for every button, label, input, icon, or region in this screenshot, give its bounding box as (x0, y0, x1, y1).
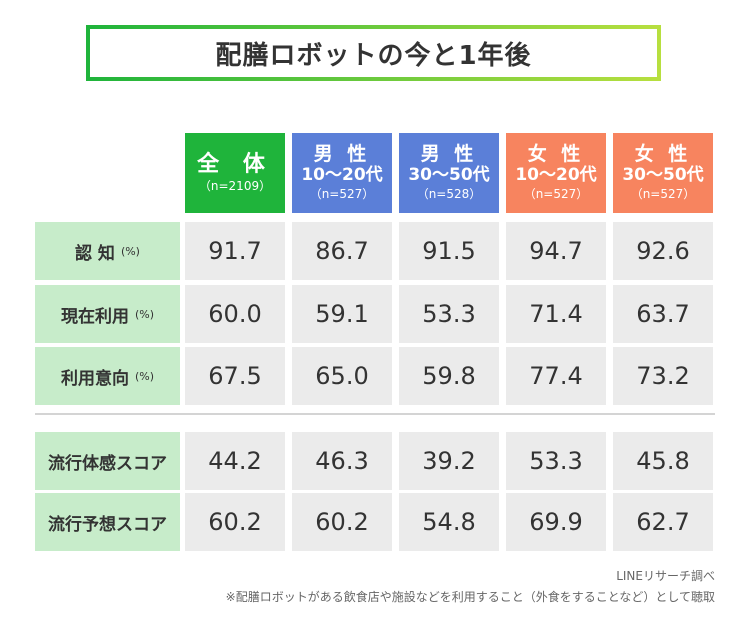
row-label-0: 認 知 (%) (35, 222, 180, 280)
column-header-age: 30〜50代 (622, 165, 704, 186)
value-cell-r1-c2: 53.3 (399, 285, 499, 343)
column-header-3: 女 性 10〜20代 （n=527） (506, 133, 606, 213)
column-header-sample-size: （n=527） (630, 186, 696, 201)
column-header-1: 男 性 10〜20代 （n=527） (292, 133, 392, 213)
column-header-sample-size: （n=527） (523, 186, 589, 201)
row-label-3: 流行体感スコア (35, 432, 180, 490)
value-cell-r3-c1: 46.3 (292, 432, 392, 490)
value-cell-r0-c2: 91.5 (399, 222, 499, 280)
value-cell-r0-c0: 91.7 (185, 222, 285, 280)
row-label-2: 利用意向 (%) (35, 347, 180, 405)
value-cell-r1-c4: 63.7 (613, 285, 713, 343)
column-header-age: 10〜20代 (515, 165, 597, 186)
survey-footnote: ※配膳ロボットがある飲食店や施設などを利用すること（外食をすることなど）として聴… (225, 590, 715, 604)
row-label-text: 利用意向 (60, 368, 129, 389)
value-cell-r2-c1: 65.0 (292, 347, 392, 405)
value-cell-r0-c4: 92.6 (613, 222, 713, 280)
row-label-text: 流行体感スコア (48, 453, 167, 474)
column-header-4: 女 性 30〜50代 （n=527） (613, 133, 713, 213)
value-cell-r3-c4: 45.8 (613, 432, 713, 490)
row-label-unit: (%) (120, 244, 140, 258)
column-header-2: 男 性 30〜50代 （n=528） (399, 133, 499, 213)
section-divider (35, 413, 715, 415)
value-cell-r1-c1: 59.1 (292, 285, 392, 343)
chart-title: 配膳ロボットの今と1年後 (86, 25, 661, 81)
column-header-age: 10〜20代 (301, 165, 383, 186)
row-label-unit: (%) (134, 369, 155, 383)
value-cell-r0-c3: 94.7 (506, 222, 606, 280)
value-cell-r3-c3: 53.3 (506, 432, 606, 490)
column-header-group: 女 性 (634, 143, 692, 166)
source-note: LINEリサーチ調べ (616, 569, 715, 583)
column-header-group: 女 性 (527, 143, 585, 166)
column-header-sample-size: （n=528） (416, 186, 482, 201)
value-cell-r4-c0: 60.2 (185, 493, 285, 551)
column-header-0: 全 体（n=2109） (185, 133, 285, 213)
row-label-4: 流行予想スコア (35, 493, 180, 551)
value-cell-r0-c1: 86.7 (292, 222, 392, 280)
value-cell-r4-c2: 54.8 (399, 493, 499, 551)
row-label-text: 認 知 (75, 243, 115, 264)
column-header-group: 男 性 (313, 143, 371, 166)
value-cell-r4-c3: 69.9 (506, 493, 606, 551)
value-cell-r1-c3: 71.4 (506, 285, 606, 343)
row-label-unit: (%) (134, 307, 155, 321)
column-header-group: 全 体 (197, 152, 273, 178)
column-header-group: 男 性 (420, 143, 478, 166)
row-label-text: 流行予想スコア (48, 514, 167, 535)
row-label-1: 現在利用 (%) (35, 285, 180, 343)
column-header-sample-size: （n=2109） (198, 178, 272, 193)
value-cell-r2-c2: 59.8 (399, 347, 499, 405)
value-cell-r2-c3: 77.4 (506, 347, 606, 405)
value-cell-r3-c2: 39.2 (399, 432, 499, 490)
value-cell-r2-c0: 67.5 (185, 347, 285, 405)
value-cell-r4-c4: 62.7 (613, 493, 713, 551)
value-cell-r3-c0: 44.2 (185, 432, 285, 490)
column-header-sample-size: （n=527） (309, 186, 375, 201)
value-cell-r1-c0: 60.0 (185, 285, 285, 343)
row-label-text: 現在利用 (60, 306, 129, 327)
value-cell-r2-c4: 73.2 (613, 347, 713, 405)
value-cell-r4-c1: 60.2 (292, 493, 392, 551)
column-header-age: 30〜50代 (408, 165, 490, 186)
